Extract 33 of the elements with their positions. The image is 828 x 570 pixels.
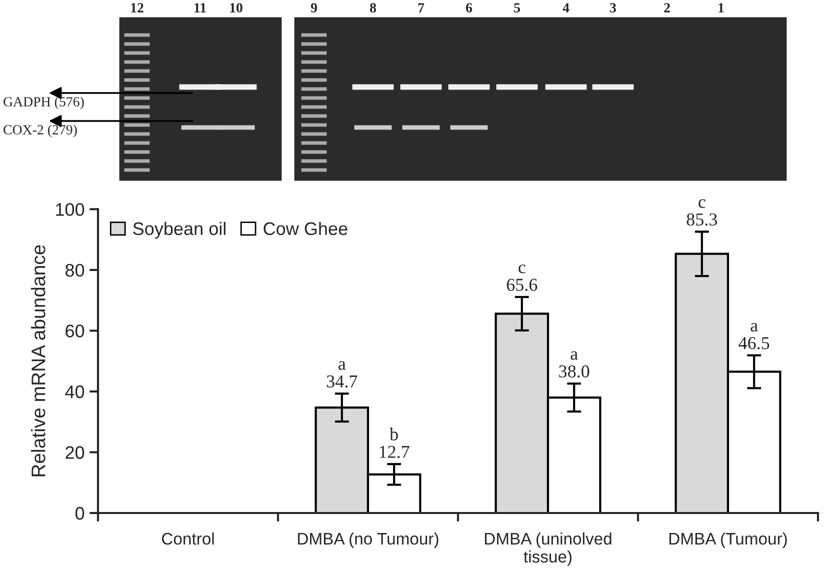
text: 2 <box>664 3 670 12</box>
text: 5 <box>514 3 520 12</box>
y-tick-label: 80 <box>66 264 84 277</box>
y-tick-label: 100 <box>56 203 84 216</box>
x-tick-label: Control <box>162 532 214 545</box>
data-label: a 34.7 <box>326 361 358 388</box>
legend-label: Cow Ghee <box>264 222 348 236</box>
x-tick-label: DMBA (Tumour) <box>669 532 787 548</box>
text: 1 <box>718 3 724 12</box>
y-tick-label: 60 <box>66 324 84 338</box>
data-label: b 12.7 <box>380 428 410 458</box>
x-tick-label: DMBA (uninolved tissue) <box>484 532 612 566</box>
text: COX-2 (279) <box>4 124 77 138</box>
text: 6 <box>466 3 472 12</box>
data-label: c 85.3 <box>686 199 717 226</box>
text: 12 <box>131 3 144 12</box>
y-tick-label: 40 <box>65 385 84 398</box>
data-label: a 38.0 <box>559 351 590 378</box>
legend-label: Soybean oil <box>133 222 226 239</box>
text: 7 <box>418 3 424 12</box>
text: 4 <box>562 3 570 12</box>
text: 11 <box>194 3 206 12</box>
text: GADPH (576) <box>4 96 84 110</box>
y-tick-label: 0 <box>75 506 84 520</box>
text: 8 <box>370 3 376 12</box>
y-tick-label: 20 <box>66 446 84 459</box>
x-tick-label: DMBA (no Tumour) <box>298 532 438 548</box>
y-axis-title: Relative mRNA abundance <box>31 245 46 476</box>
text: 10 <box>230 3 242 12</box>
text: 9 <box>310 3 317 12</box>
data-label: c 65.6 <box>506 264 538 291</box>
text: 3 <box>610 3 616 12</box>
data-label: a 46.5 <box>738 322 770 350</box>
